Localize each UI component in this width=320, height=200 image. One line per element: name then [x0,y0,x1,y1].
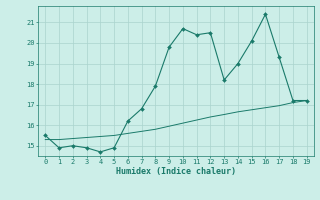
X-axis label: Humidex (Indice chaleur): Humidex (Indice chaleur) [116,167,236,176]
